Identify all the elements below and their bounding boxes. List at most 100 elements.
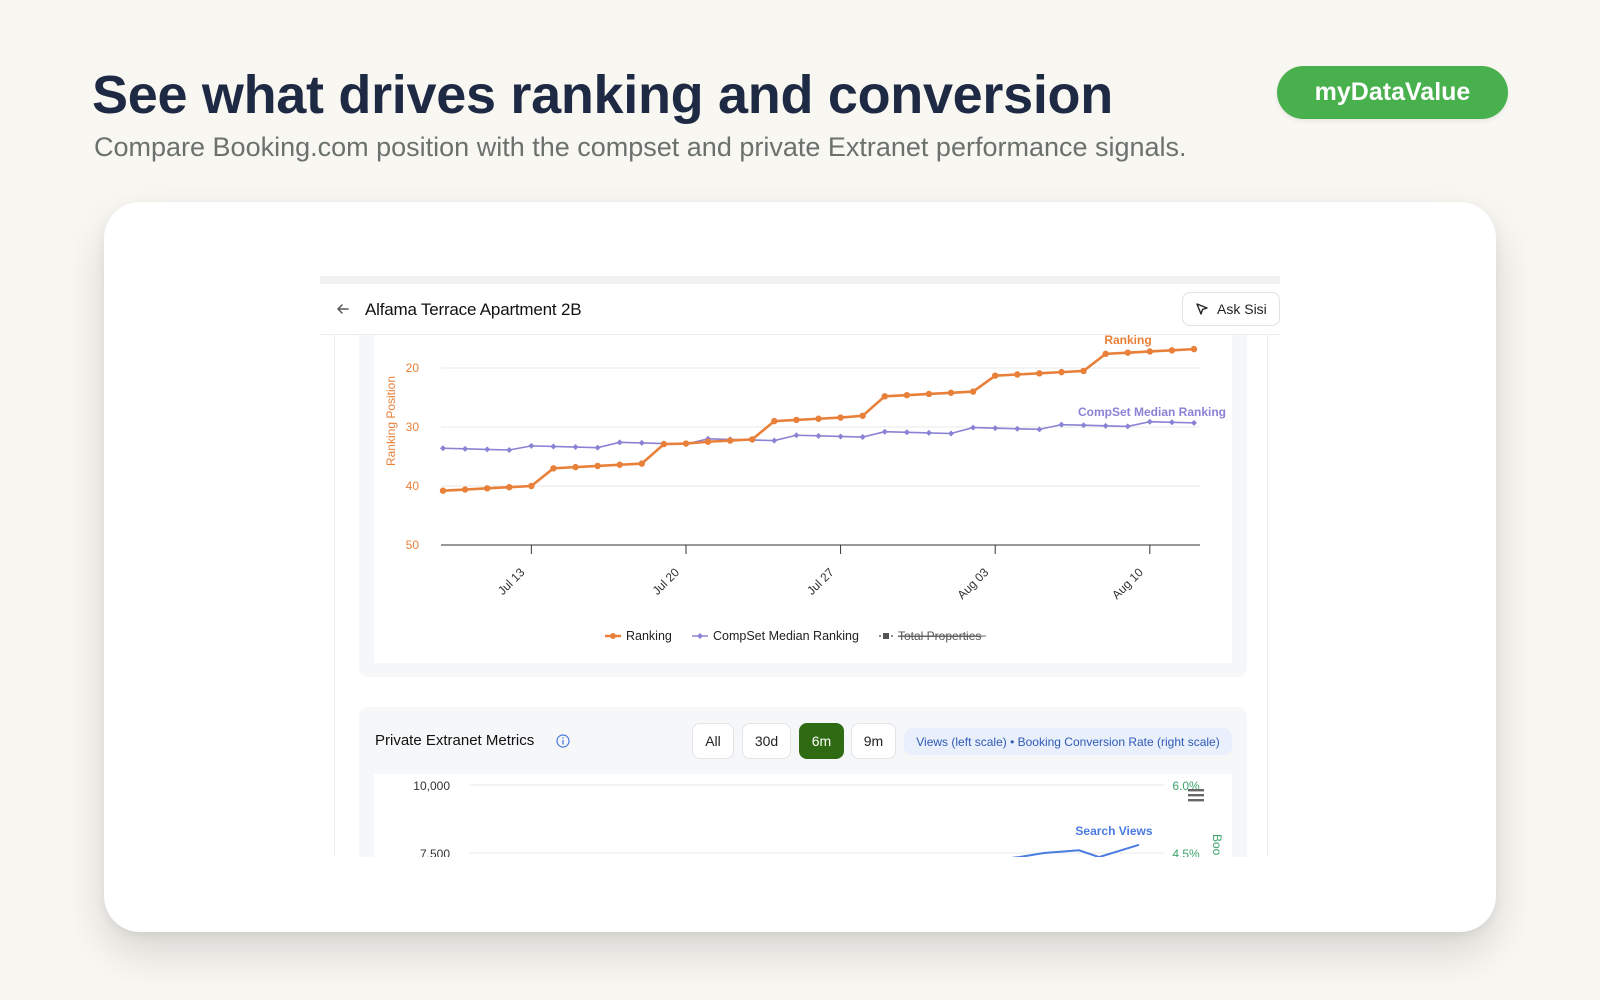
- compset-point: [1124, 423, 1131, 430]
- compset-point: [616, 439, 623, 446]
- compset-point: [440, 445, 446, 452]
- ranking-point: [1014, 371, 1021, 378]
- metrics-chart-area: 10,000 7,500 6.0% 4.5% Boo Search Views: [374, 774, 1232, 857]
- compset-point: [815, 432, 822, 439]
- compset-point: [903, 429, 910, 436]
- ranking-y-tick: 20: [406, 361, 420, 375]
- compset-series-label: CompSet Median Ranking: [1078, 405, 1226, 419]
- ranking-y-tick: 50: [406, 538, 420, 552]
- ranking-point: [1102, 350, 1109, 358]
- chart-menu-icon[interactable]: [1188, 789, 1204, 802]
- ranking-point: [837, 414, 844, 421]
- ranking-point: [1146, 348, 1154, 355]
- ranking-point: [528, 482, 535, 490]
- compset-point: [1058, 421, 1065, 428]
- ranking-point: [439, 487, 447, 494]
- brand-badge: myDataValue: [1277, 66, 1508, 119]
- compset-point: [837, 433, 844, 440]
- ranking-point: [1124, 349, 1131, 356]
- compset-point: [1036, 426, 1043, 433]
- ranking-point: [594, 462, 601, 470]
- scale-note-badge: Views (left scale) • Booking Conversion …: [904, 728, 1232, 755]
- metrics-left-tick: 10,000: [413, 779, 450, 793]
- ranking-y-axis-label: Ranking Position: [384, 376, 398, 466]
- ranking-point: [616, 461, 623, 468]
- ranking-point: [682, 440, 690, 447]
- ranking-y-tick: 30: [406, 420, 420, 434]
- ranking-point: [1190, 345, 1198, 353]
- metrics-right-tick: 4.5%: [1172, 847, 1200, 857]
- compset-point: [1168, 419, 1175, 426]
- legend-label-compset: CompSet Median Ranking: [713, 629, 859, 643]
- ranking-x-tick: Jul 13: [495, 565, 528, 598]
- ranking-point: [749, 436, 756, 443]
- search-views-label: Search Views: [1075, 824, 1152, 838]
- range-button-9m[interactable]: 9m: [851, 723, 896, 759]
- ask-sisi-label: Ask Sisi: [1217, 301, 1267, 317]
- compset-point: [992, 425, 999, 432]
- legend-item-compset[interactable]: CompSet Median Ranking: [692, 629, 859, 643]
- app-header-bar: Alfama Terrace Apartment 2B Ask Sisi: [320, 284, 1280, 335]
- ranking-point: [903, 391, 911, 399]
- ranking-y-tick: 40: [406, 479, 420, 493]
- ranking-legend: Ranking CompSet Median Ranking Total Pro…: [605, 629, 986, 643]
- ranking-x-tick: Jul 20: [650, 565, 683, 598]
- range-button-6m[interactable]: 6m: [799, 723, 844, 759]
- compset-point: [1102, 422, 1109, 429]
- app-screenshot: 20 30 40 50 Ranking Position Jul 13 Jul 20 Ju…: [320, 276, 1280, 857]
- metrics-left-tick: 7,500: [420, 847, 450, 857]
- range-button-30d[interactable]: 30d: [742, 723, 791, 759]
- ranking-point: [638, 460, 645, 467]
- compset-point: [948, 430, 955, 437]
- ranking-series-label: Ranking: [1104, 335, 1151, 347]
- compset-point: [484, 446, 491, 453]
- window-top-strip: [320, 276, 1280, 284]
- ranking-point: [704, 438, 712, 445]
- legend-item-ranking[interactable]: Ranking: [605, 629, 672, 643]
- info-icon[interactable]: [556, 734, 570, 748]
- compset-point: [881, 428, 888, 435]
- ranking-point: [771, 417, 778, 425]
- ranking-x-tick: Aug 03: [955, 565, 992, 602]
- compset-point: [550, 443, 557, 450]
- ranking-chart: 20 30 40 50 Ranking Position Jul 13 Jul 20 Ju…: [384, 333, 1226, 643]
- ranking-x-tick: Jul 27: [804, 565, 837, 598]
- metrics-chart: 10,000 7,500 6.0% 4.5% Boo Search Views: [413, 779, 1224, 857]
- ranking-point: [1058, 368, 1065, 376]
- compset-point: [1146, 418, 1153, 425]
- range-button-all[interactable]: All: [692, 723, 734, 759]
- ranking-point: [660, 440, 668, 448]
- ask-sisi-button[interactable]: Ask Sisi: [1182, 292, 1280, 326]
- compset-point: [638, 439, 645, 446]
- page-subtitle: Compare Booking.com position with the co…: [94, 132, 1187, 162]
- compset-point: [1014, 425, 1021, 432]
- legend-label-ranking: Ranking: [626, 629, 672, 643]
- ranking-point: [859, 412, 866, 419]
- ranking-point: [726, 437, 734, 444]
- ranking-point: [506, 483, 513, 491]
- ranking-point: [1168, 347, 1176, 354]
- search-views-series: [1011, 843, 1140, 857]
- ranking-x-tick: Aug 10: [1109, 565, 1146, 602]
- compset-point: [572, 444, 579, 451]
- ranking-point: [550, 465, 557, 472]
- compset-point: [594, 444, 601, 451]
- compset-point: [970, 424, 977, 431]
- ranking-point: [1080, 367, 1087, 375]
- ranking-point: [992, 372, 999, 379]
- metrics-right-axis-label: Boo: [1210, 834, 1224, 856]
- ranking-point: [947, 389, 955, 396]
- ranking-point: [925, 390, 933, 398]
- ranking-point: [815, 415, 822, 422]
- back-arrow-icon[interactable]: [332, 298, 354, 320]
- ranking-point: [461, 486, 469, 493]
- compset-point: [925, 429, 932, 436]
- compset-point: [1191, 419, 1197, 426]
- page-headline: See what drives ranking and conversion: [92, 65, 1113, 125]
- ranking-point: [1036, 370, 1043, 377]
- ranking-point: [881, 393, 888, 400]
- compset-point: [771, 437, 778, 444]
- legend-item-total-properties[interactable]: Total Properties: [879, 629, 986, 643]
- compset-point: [528, 442, 535, 449]
- compset-point: [506, 447, 513, 454]
